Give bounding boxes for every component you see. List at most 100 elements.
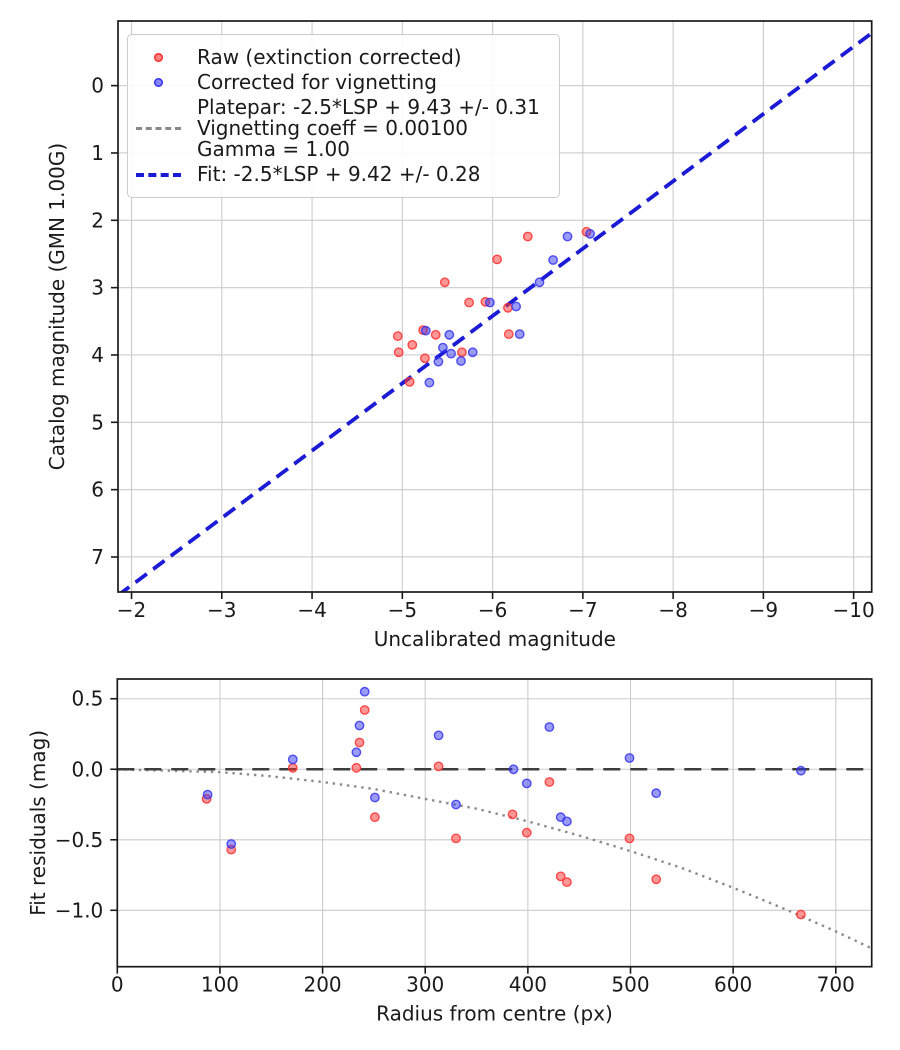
raw-point [521, 827, 532, 838]
raw-point [451, 833, 461, 844]
corrected-point [508, 764, 519, 775]
legend-platepar-line2: Vignetting coeff = 0.00100 [197, 116, 468, 140]
corrected-point [433, 730, 444, 741]
corrected-point [444, 329, 455, 340]
raw-point [555, 871, 566, 882]
legend: Raw (extinction corrected) Corrected for… [127, 34, 560, 198]
raw-point [651, 874, 662, 885]
raw-point [433, 761, 444, 772]
corrected-point [548, 255, 558, 265]
x-tick-label: −3 [207, 598, 236, 622]
corrected-point [511, 301, 521, 312]
x-tick-label: −7 [568, 598, 597, 622]
corrected-point [521, 778, 532, 789]
corrected-point [484, 297, 495, 308]
raw-point [419, 353, 430, 364]
legend-item-platepar: Platepar: -2.5*LSP + 9.43 +/- 0.31 Vigne… [136, 97, 549, 160]
y-tick-label: −0.5 [55, 828, 104, 852]
y-tick-label: −1.0 [55, 898, 104, 922]
corrected-points [202, 686, 806, 849]
x-tick-label: −10 [833, 598, 875, 622]
raw-point [796, 909, 806, 920]
corrected-point [624, 753, 635, 763]
corrected-point [534, 277, 545, 288]
corrected-point [424, 377, 435, 388]
raw-point [507, 809, 518, 820]
raw-point [393, 347, 404, 358]
corrected-point [562, 816, 572, 827]
x-tick-label: −8 [658, 598, 687, 622]
corrected-point [456, 356, 466, 366]
x-tick-label: −5 [388, 598, 417, 622]
legend-platepar-line3: Gamma = 1.00 [197, 137, 350, 161]
raw-point [456, 347, 467, 358]
legend-item-fit: Fit: -2.5*LSP + 9.42 +/- 0.28 [136, 164, 549, 185]
raw-point [544, 777, 555, 787]
raw-point [359, 705, 370, 715]
x-axis-label: Radius from centre (px) [376, 1002, 613, 1026]
x-tick-label: −4 [297, 598, 326, 622]
corrected-point [651, 788, 662, 799]
legend-fit-label: Fit: -2.5*LSP + 9.42 +/- 0.28 [197, 162, 481, 186]
raw-point [492, 254, 502, 265]
legend-corrected-label: Corrected for vignetting [197, 70, 437, 94]
corrected-point [451, 799, 461, 810]
x-tick-label: 500 [611, 973, 649, 997]
x-tick-label: 300 [406, 973, 444, 997]
y-tick-label: 5 [91, 410, 104, 434]
corrected-point [359, 686, 370, 697]
x-tick-label: 0 [111, 973, 124, 997]
x-tick-label: 600 [714, 973, 752, 997]
y-tick-label: 7 [91, 545, 104, 569]
raw-point-icon [154, 53, 163, 62]
raw-point [624, 833, 635, 844]
y-axis-label: Catalog magnitude (GMN 1.00G) [45, 143, 69, 470]
x-tick-label: 700 [817, 973, 855, 997]
raw-point [369, 812, 380, 823]
x-tick-label: −2 [117, 598, 146, 622]
raw-point [562, 877, 572, 887]
raw-point [351, 762, 362, 773]
corrected-point [514, 329, 525, 339]
y-axis-label: Fit residuals (mag) [26, 730, 50, 916]
x-tick-label: 100 [201, 973, 239, 997]
raw-point [502, 302, 513, 313]
corrected-point [226, 839, 237, 849]
y-tick-label: 0.5 [71, 687, 103, 711]
raw-point [522, 231, 533, 242]
x-tick-label: −9 [749, 598, 778, 622]
y-tick-label: 2 [91, 208, 104, 232]
y-tick-label: 3 [91, 276, 104, 300]
legend-item-raw: Raw (extinction corrected) [136, 47, 549, 68]
raw-point [354, 737, 365, 748]
x-axis-label: Uncalibrated magnitude [374, 627, 616, 651]
vignetting-curve [117, 768, 872, 950]
corrected-point [351, 747, 362, 758]
y-tick-label: 0.0 [71, 757, 103, 781]
raw-point [464, 297, 474, 308]
fit-dashed-line-icon [136, 172, 181, 177]
x-tick-label: 400 [509, 973, 547, 997]
corrected-point [796, 765, 806, 776]
legend-item-corrected: Corrected for vignetting [136, 72, 549, 93]
chart-1: 0 100 200 300 400 500 600 700 0.5 0.0 −0.5 −1.0 Radi… [26, 678, 873, 1026]
plot-border [116, 678, 873, 968]
legend-raw-label: Raw (extinction corrected) [197, 45, 462, 69]
raw-point [439, 277, 450, 288]
y-tick-label: 6 [91, 478, 104, 502]
corrected-point [433, 356, 444, 367]
corrected-point [562, 231, 573, 242]
corrected-point [446, 348, 456, 359]
raw-points [201, 705, 806, 920]
corrected-point [354, 720, 365, 731]
corrected-point [467, 347, 478, 358]
x-tick-label: 200 [303, 973, 341, 997]
corrected-point-icon [154, 78, 163, 87]
chart-0: −2 −3 −4 −5 −6 −7 −8 −9 −10 0 1 2 3 4 5 6 7 Uncalibrated … [45, 20, 875, 651]
corrected-point [287, 754, 298, 765]
fit-line [119, 31, 872, 592]
corrected-point [369, 792, 380, 803]
raw-point [407, 339, 418, 350]
raw-point [503, 329, 514, 339]
